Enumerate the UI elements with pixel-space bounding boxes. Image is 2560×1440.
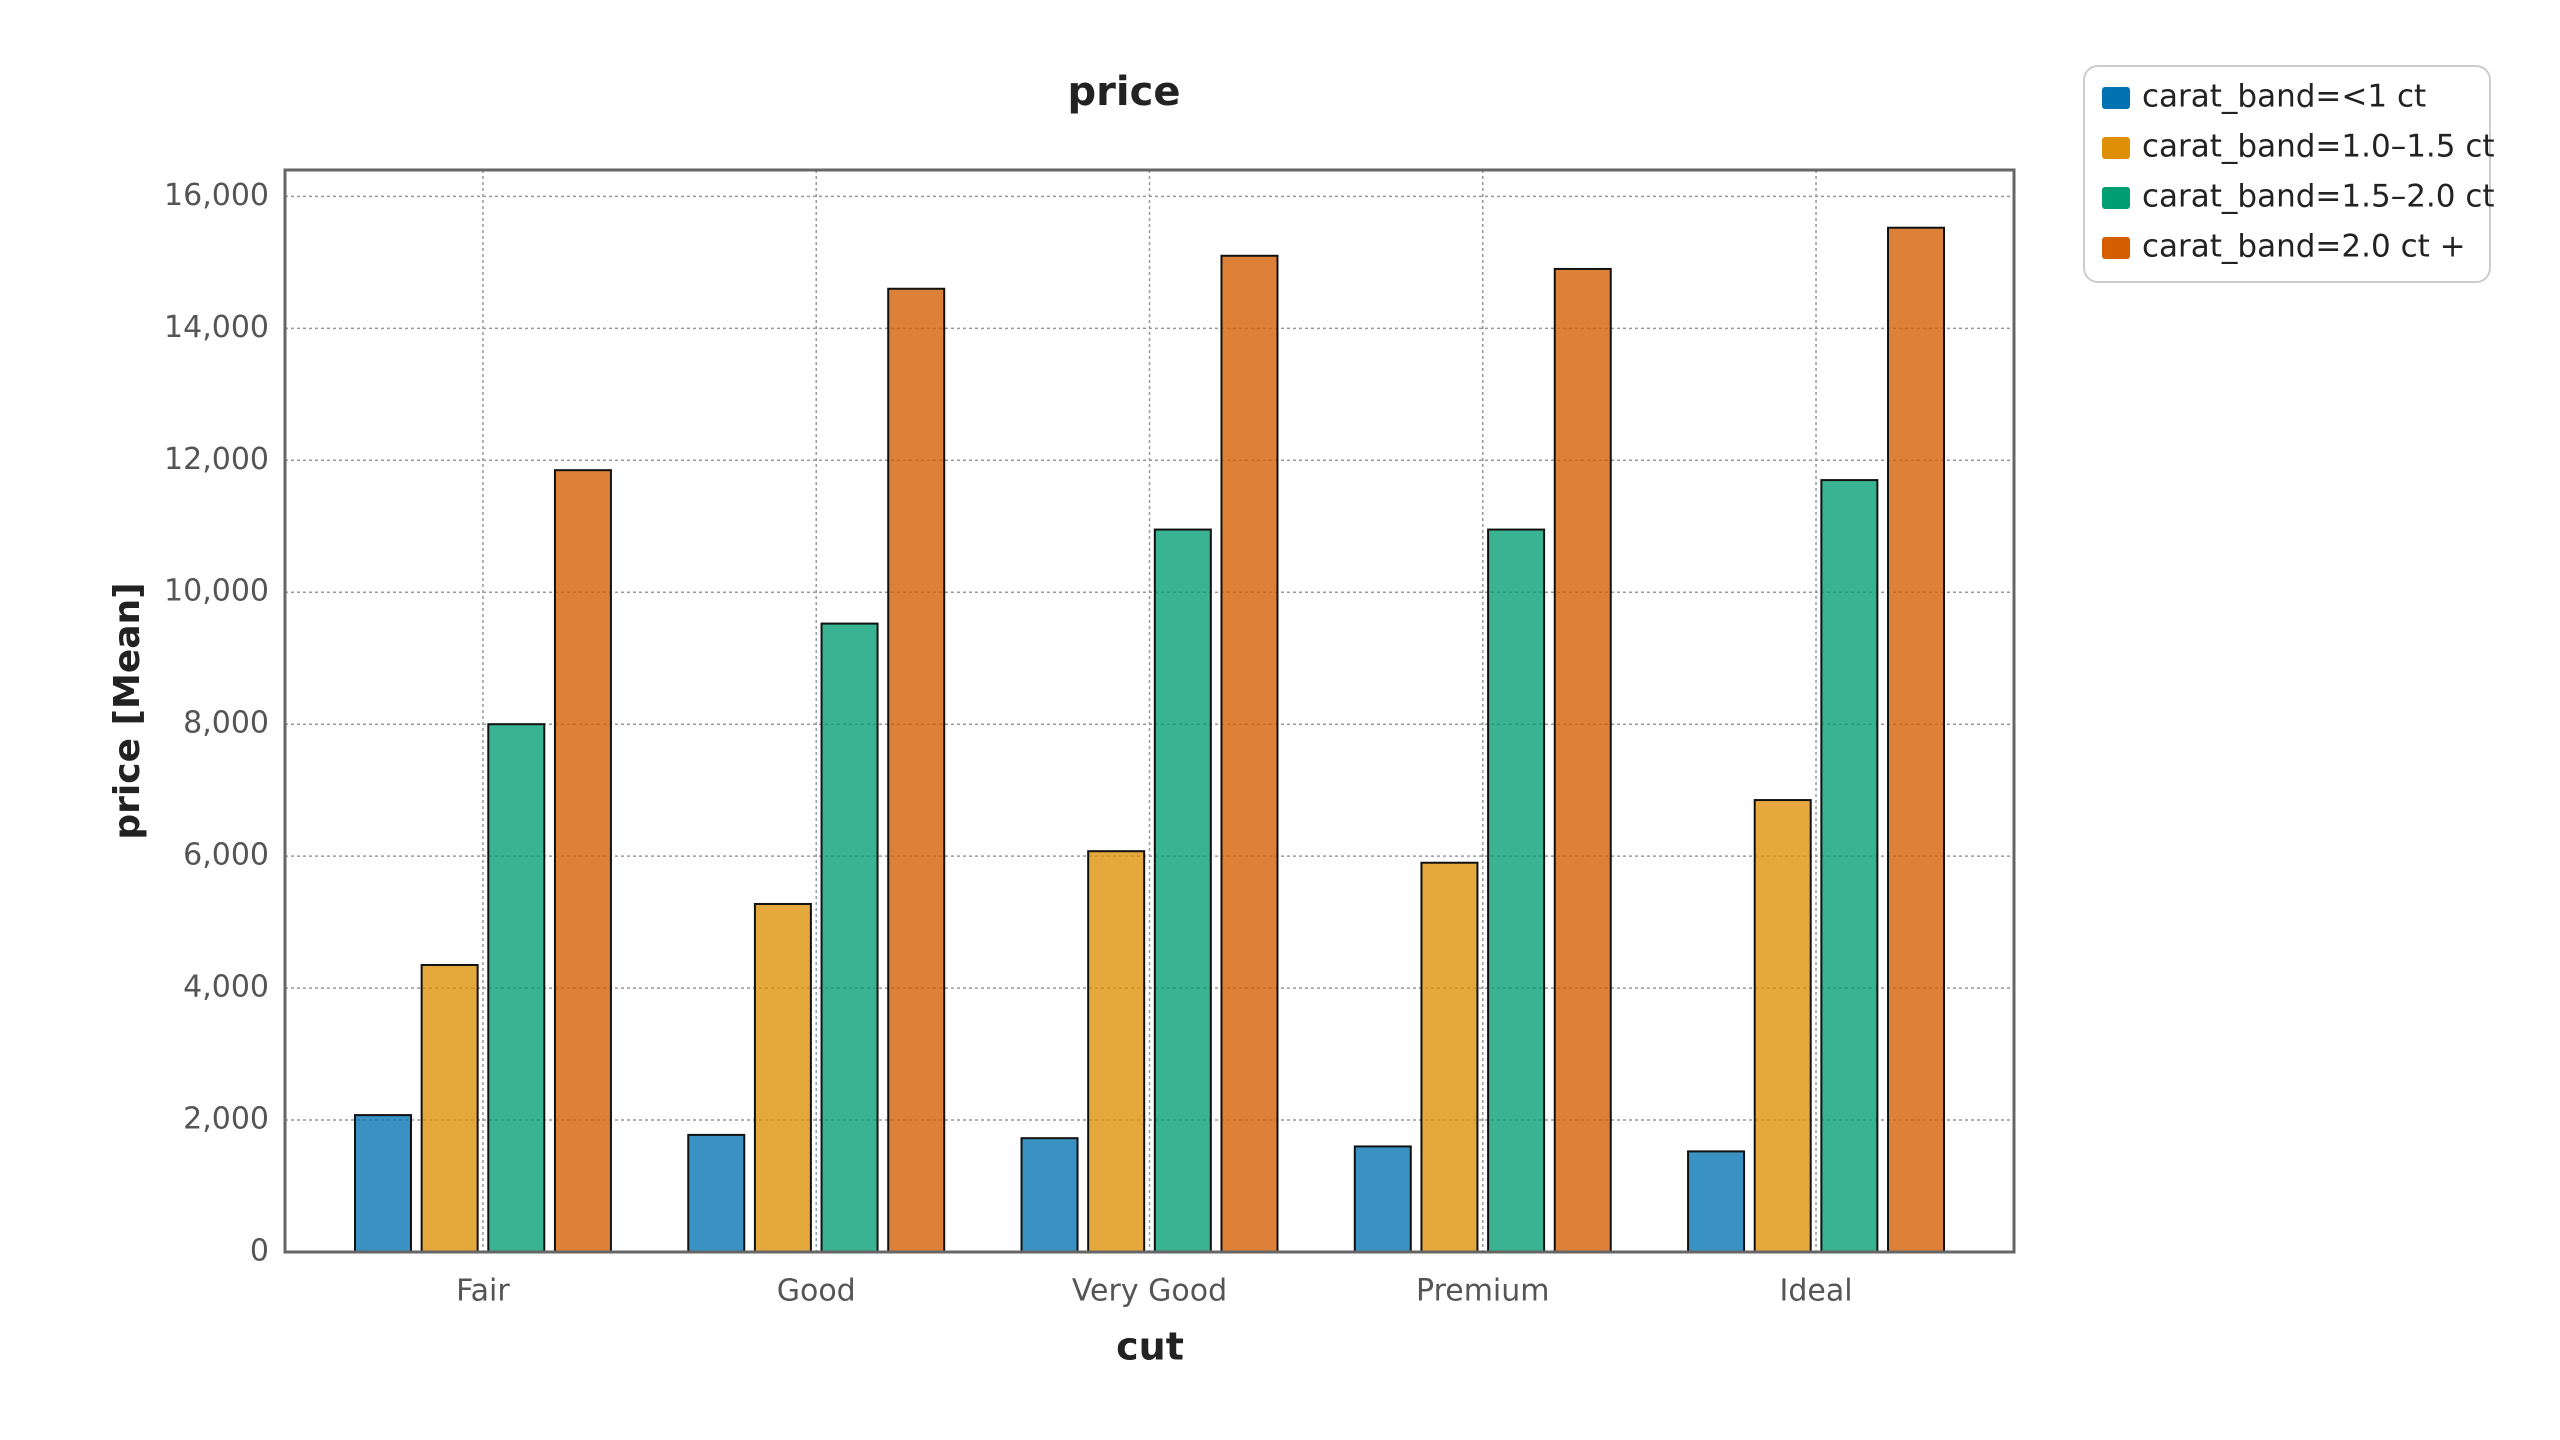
- bar: [1553, 267, 1612, 1253]
- bar: [687, 1133, 746, 1254]
- y-tick-label: 14,000: [164, 310, 269, 345]
- plot-frame: [283, 168, 2016, 1254]
- bar: [887, 287, 946, 1253]
- legend-label: carat_band=1.5–2.0 ct: [2142, 179, 2495, 215]
- legend-swatch: [2102, 87, 2130, 109]
- y-tick-label: 12,000: [164, 442, 269, 477]
- y-axis-label: price [Mean]: [107, 582, 148, 839]
- legend-label: carat_band=2.0 ct +: [2142, 229, 2466, 265]
- x-tick-label: Very Good: [1072, 1274, 1227, 1309]
- legend-swatch: [2102, 137, 2130, 159]
- bar: [1753, 799, 1812, 1253]
- y-tick-label: 16,000: [164, 178, 269, 213]
- bar: [753, 902, 812, 1253]
- x-tick-label: Premium: [1416, 1274, 1550, 1309]
- bar: [1020, 1137, 1079, 1253]
- bar: [1087, 850, 1146, 1253]
- bar: [1487, 528, 1546, 1253]
- y-tick-label: 0: [250, 1234, 269, 1269]
- bar: [420, 964, 479, 1253]
- x-axis-label: cut: [1116, 1325, 1184, 1369]
- legend-label: carat_band=1.0–1.5 ct: [2142, 129, 2495, 165]
- bar: [820, 622, 879, 1253]
- chart-title: price: [1068, 69, 1181, 115]
- bar: [487, 723, 546, 1253]
- y-tick-label: 8,000: [183, 706, 269, 741]
- bar: [1887, 226, 1946, 1254]
- bar: [1820, 479, 1879, 1253]
- y-tick-label: 2,000: [183, 1102, 269, 1137]
- y-tick-label: 6,000: [183, 838, 269, 873]
- x-tick-label: Good: [777, 1274, 856, 1309]
- bar: [1353, 1145, 1412, 1253]
- legend-box: [2083, 65, 2491, 283]
- bar: [553, 469, 612, 1253]
- y-tick-label: 10,000: [164, 574, 269, 609]
- x-tick-label: Ideal: [1779, 1274, 1852, 1309]
- bar: [1420, 861, 1479, 1253]
- legend-label: carat_band=<1 ct: [2142, 79, 2426, 115]
- legend-swatch: [2102, 187, 2130, 209]
- bar: [1687, 1150, 1746, 1254]
- x-tick-label: Fair: [456, 1274, 510, 1309]
- bar: [1153, 528, 1212, 1253]
- bar: [1220, 254, 1279, 1253]
- legend-swatch: [2102, 237, 2130, 259]
- y-tick-label: 4,000: [183, 970, 269, 1005]
- bar: [353, 1114, 412, 1253]
